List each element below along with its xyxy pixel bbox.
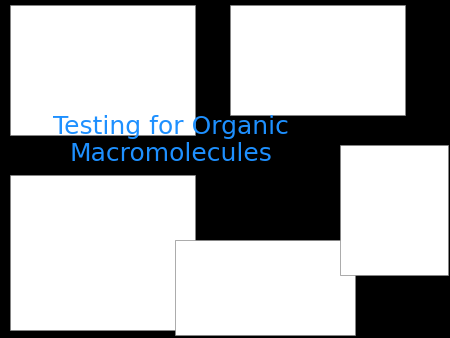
Text: Testing for Organic
Macromolecules: Testing for Organic Macromolecules xyxy=(53,115,289,166)
Bar xyxy=(10,5,195,135)
Bar xyxy=(10,175,195,330)
Bar xyxy=(230,5,405,115)
Bar xyxy=(175,240,355,335)
Bar xyxy=(340,145,448,275)
